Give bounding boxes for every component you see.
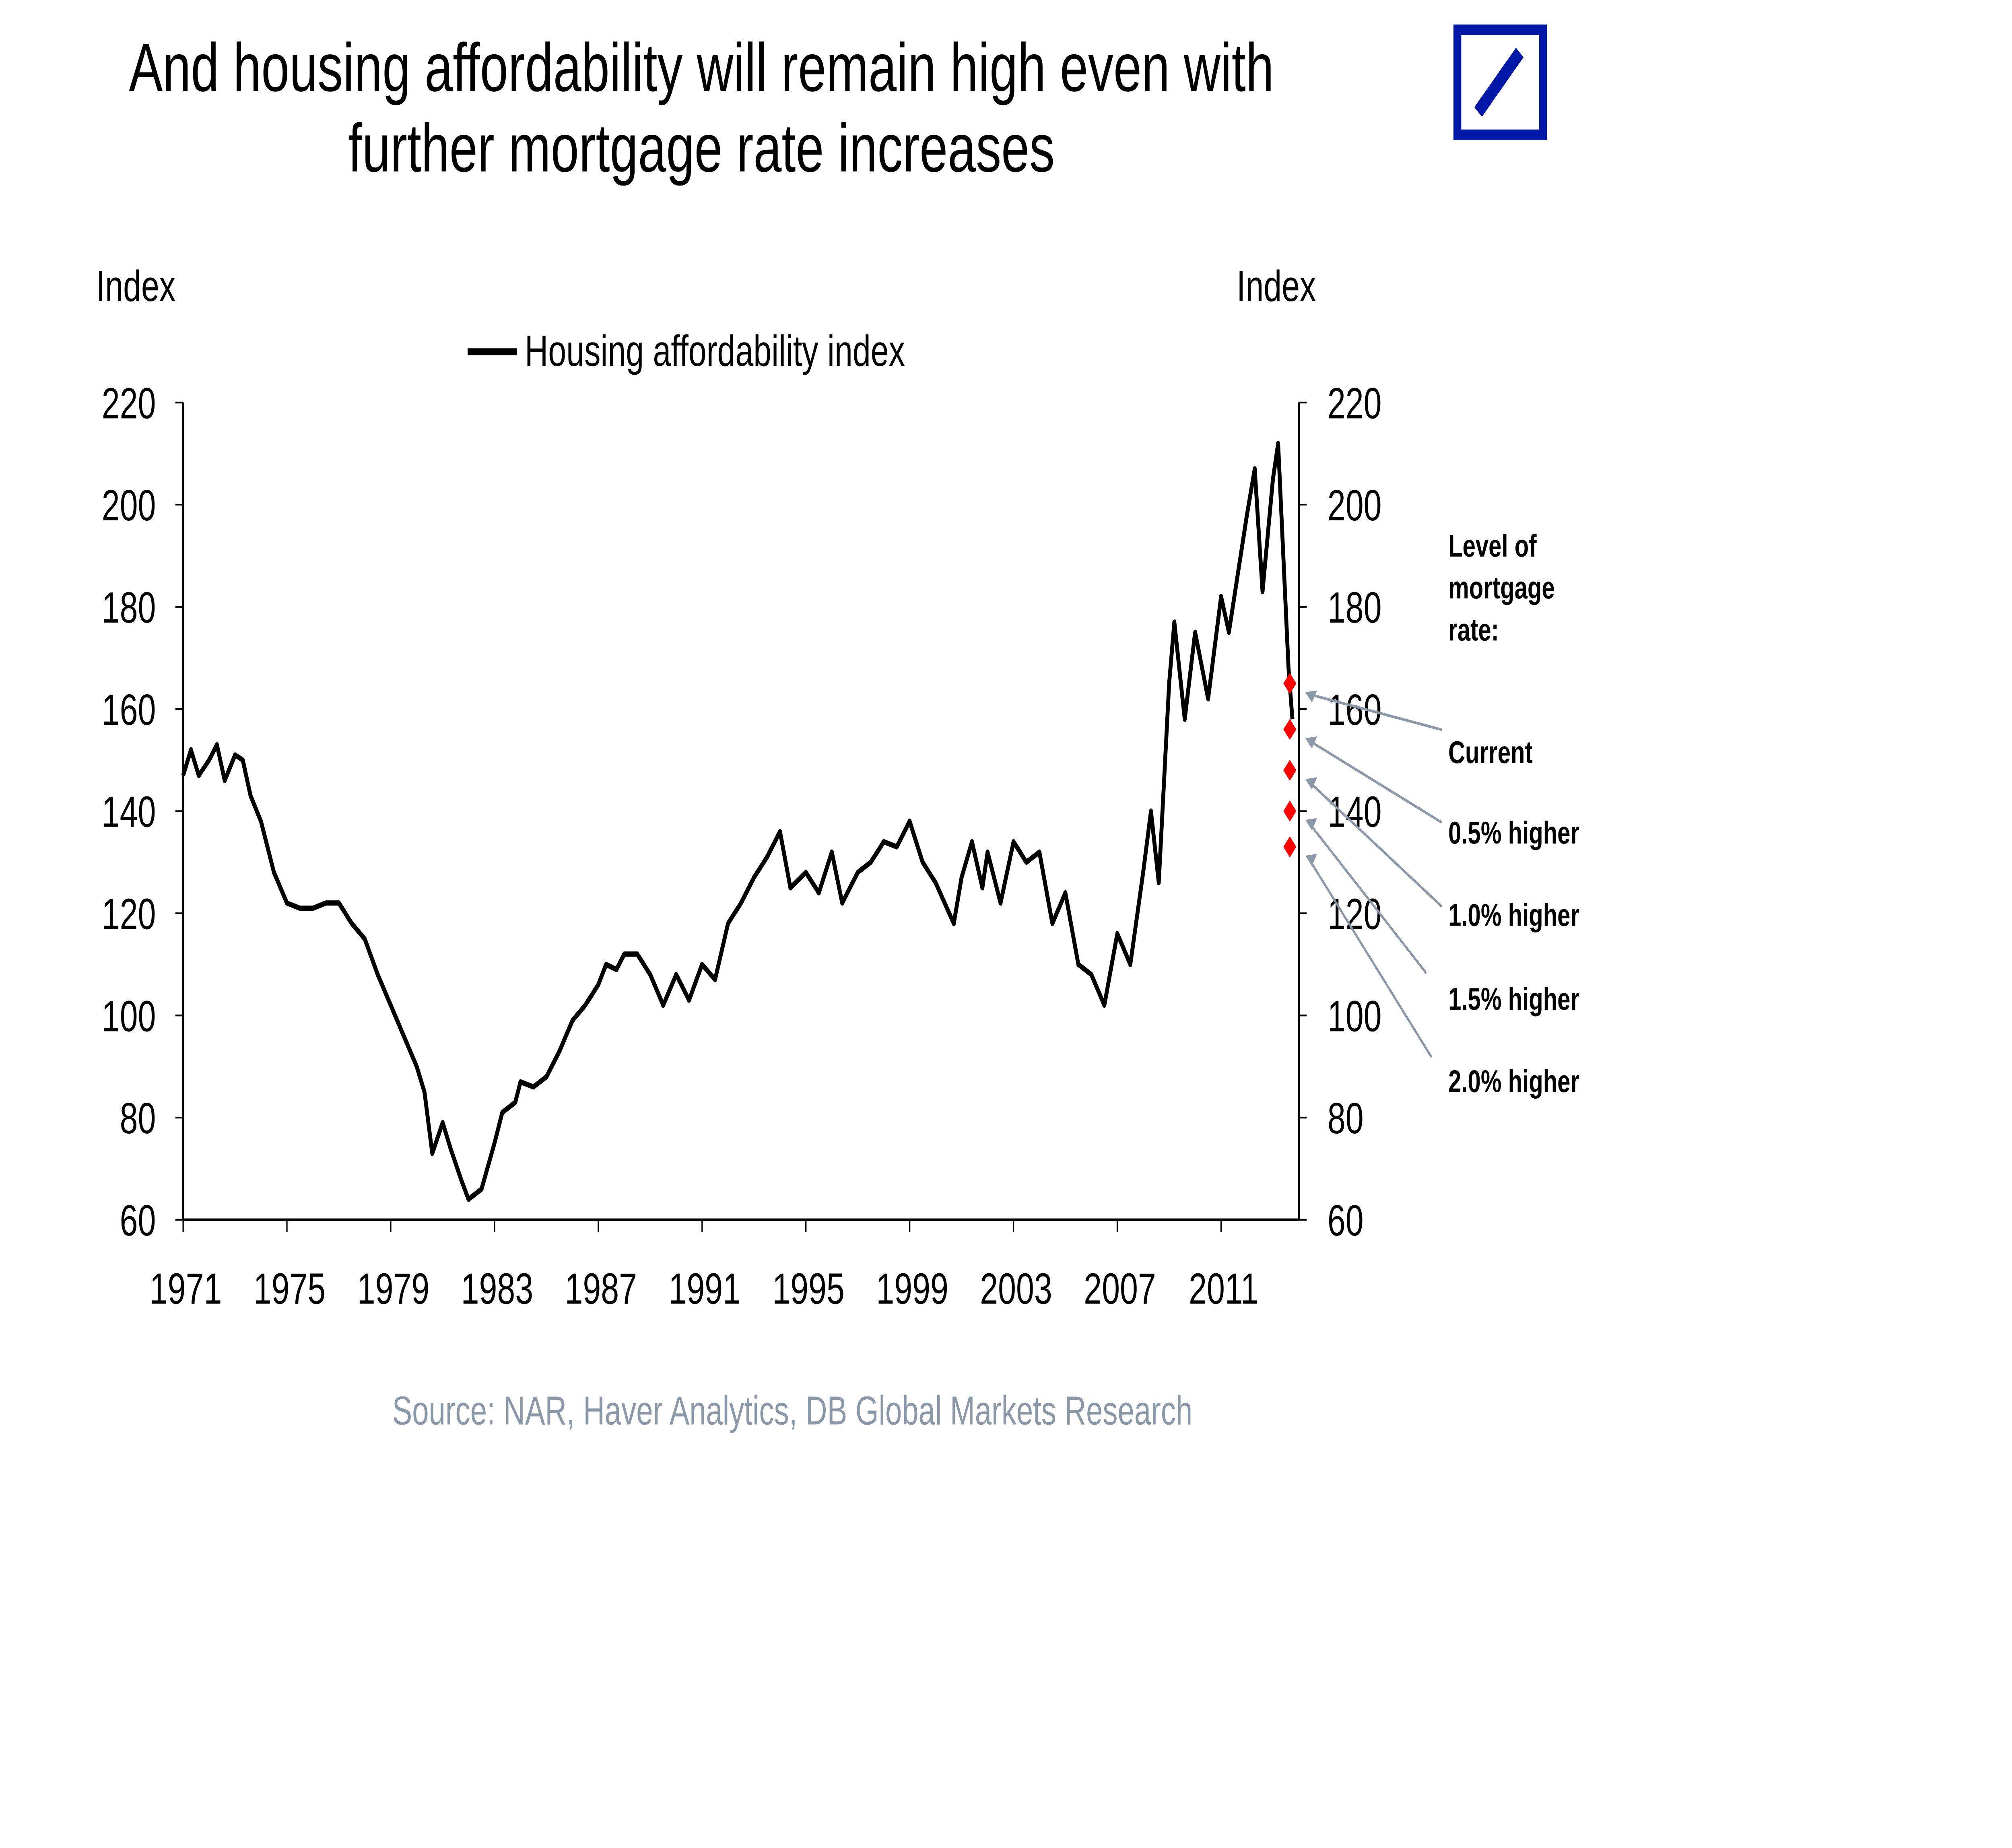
annotation-arrows (1305, 690, 1443, 1058)
y-tick-label-right: 220 (1328, 379, 1382, 428)
arrowhead (1305, 736, 1317, 749)
scenario-point (1283, 836, 1297, 858)
x-tick-label: 2011 (1189, 1264, 1259, 1314)
annotation-label: 1.5% higher (1448, 982, 1579, 1017)
annotation-label: Current (1448, 735, 1533, 770)
annotation-label: 2.0% higher (1448, 1064, 1579, 1099)
svg-text:mortgage: mortgage (1448, 570, 1555, 605)
x-tick-label: 1987 (565, 1264, 637, 1314)
legend-label: Housing affordability index (525, 326, 905, 375)
y-tick-label-right: 80 (1328, 1094, 1364, 1143)
annotation-arrow (1307, 821, 1427, 974)
x-tick-label: 1991 (668, 1264, 740, 1314)
y-tick-label-left: 120 (102, 890, 156, 939)
deutsche-bank-logo (1453, 24, 1547, 140)
svg-text:Level of: Level of (1448, 528, 1537, 563)
y-tick-label-left: 80 (120, 1094, 156, 1143)
y-tick-label-left: 180 (102, 583, 156, 632)
y-tick-label-left: 200 (102, 481, 156, 530)
arrowhead (1305, 818, 1317, 831)
chart-title-line-2: further mortgage rate increases (348, 110, 1055, 186)
annotation-header: Level of mortgage rate: (1448, 528, 1555, 647)
x-tick-label: 1983 (461, 1264, 533, 1314)
annotation-arrow (1308, 693, 1442, 731)
y-tick-label-left: 220 (102, 379, 156, 428)
svg-text:rate:: rate: (1448, 612, 1499, 647)
scenario-point (1283, 800, 1297, 822)
annotation-arrow (1307, 780, 1443, 908)
chart-title-line-1: And housing affordability will remain hi… (129, 29, 1274, 106)
x-tick-label: 2007 (1084, 1264, 1156, 1314)
annotation-label: 1.0% higher (1448, 897, 1579, 932)
x-tick-label: 1979 (357, 1264, 429, 1314)
x-tick-label: 2003 (980, 1264, 1052, 1314)
y-tick-label-right: 200 (1328, 481, 1382, 530)
annotation-labels: Current 0.5% higher 1.0% higher 1.5% higher… (1448, 735, 1579, 1099)
scenario-point (1283, 719, 1297, 740)
scenario-point (1283, 673, 1297, 694)
y-tick-label-left: 160 (102, 685, 156, 734)
right-axis-label: Index (1237, 262, 1316, 311)
x-tick-label: 1999 (876, 1264, 948, 1314)
arrowhead (1305, 777, 1317, 790)
series-line-housing-affordability (181, 441, 1295, 1202)
legend: Housing affordability index (468, 326, 905, 375)
scenario-point (1283, 759, 1297, 781)
y-tick-label-left: 140 (102, 788, 156, 837)
y-tick-label-right: 140 (1328, 788, 1382, 837)
annotation-label: 0.5% higher (1448, 815, 1579, 850)
y-tick-label-left: 100 (102, 992, 156, 1041)
y-tick-label-right: 120 (1328, 890, 1382, 939)
annotation-arrow (1307, 738, 1442, 824)
annotation-arrow (1307, 856, 1432, 1058)
y-tick-label-left: 60 (120, 1196, 156, 1245)
x-tick-label: 1975 (254, 1264, 326, 1314)
arrowhead (1305, 854, 1317, 866)
scenario-points (1283, 673, 1297, 858)
y-tick-label-right: 180 (1328, 583, 1382, 632)
left-axis-label: Index (96, 262, 175, 311)
y-tick-label-right: 160 (1328, 685, 1382, 734)
y-tick-label-right: 100 (1328, 992, 1382, 1041)
x-tick-label: 1995 (772, 1264, 844, 1314)
axes: 60 60 80 80 100 100 120 120 140 140 160 160 180 180 20… (102, 379, 1382, 1314)
source-note: Source: NAR, Haver Analytics, DB Global … (392, 1388, 1192, 1433)
x-tick-label: 1971 (150, 1264, 222, 1314)
arrowhead (1305, 690, 1317, 703)
y-tick-label-right: 60 (1328, 1196, 1364, 1245)
